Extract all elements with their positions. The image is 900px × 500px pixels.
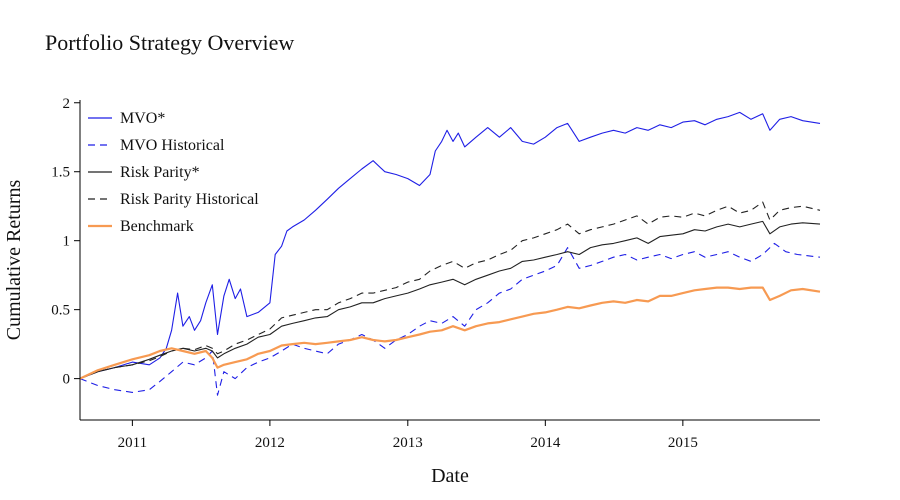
series-line-risk-parity <box>79 220 821 380</box>
x-tick-label: 2014 <box>530 435 561 451</box>
legend-label-benchmark: Benchmark <box>120 218 194 235</box>
y-tick-label: 0 <box>63 372 71 388</box>
y-axis-label: Cumulative Returns <box>3 180 25 341</box>
x-tick-label: 2013 <box>393 435 423 451</box>
y-tick-label: 2 <box>63 96 71 112</box>
x-tick-label: 2012 <box>255 435 285 451</box>
y-tick-label: 0.5 <box>51 303 70 319</box>
series-line-risk-parity-historical <box>79 201 821 380</box>
x-tick-label: 2011 <box>118 435 147 451</box>
x-axis-ticks: 2011 2012 2013 2014 2015 <box>118 420 698 451</box>
legend-label-mvo: MVO* <box>120 110 165 127</box>
y-tick-label: 1.5 <box>51 165 70 181</box>
legend-label-risk-parity: Risk Parity* <box>120 164 200 181</box>
series-line-mvo <box>79 111 821 380</box>
series-line-mvo-historical <box>79 242 821 396</box>
x-tick-label: 2015 <box>668 435 698 451</box>
y-axis-ticks: 0 0.5 1 1.5 2 <box>51 96 80 388</box>
chart-title: Portfolio Strategy Overview <box>45 30 294 55</box>
y-tick-label: 1 <box>63 234 71 250</box>
legend-label-risk-parity-historical: Risk Parity Historical <box>120 191 259 208</box>
legend-label-mvo-historical: MVO Historical <box>120 137 225 154</box>
series-line-benchmark <box>79 286 821 380</box>
x-axis-label: Date <box>431 465 469 487</box>
legend: MVO* MVO Historical Risk Parity* Risk Parit… <box>88 110 259 235</box>
plot-area <box>79 111 821 396</box>
